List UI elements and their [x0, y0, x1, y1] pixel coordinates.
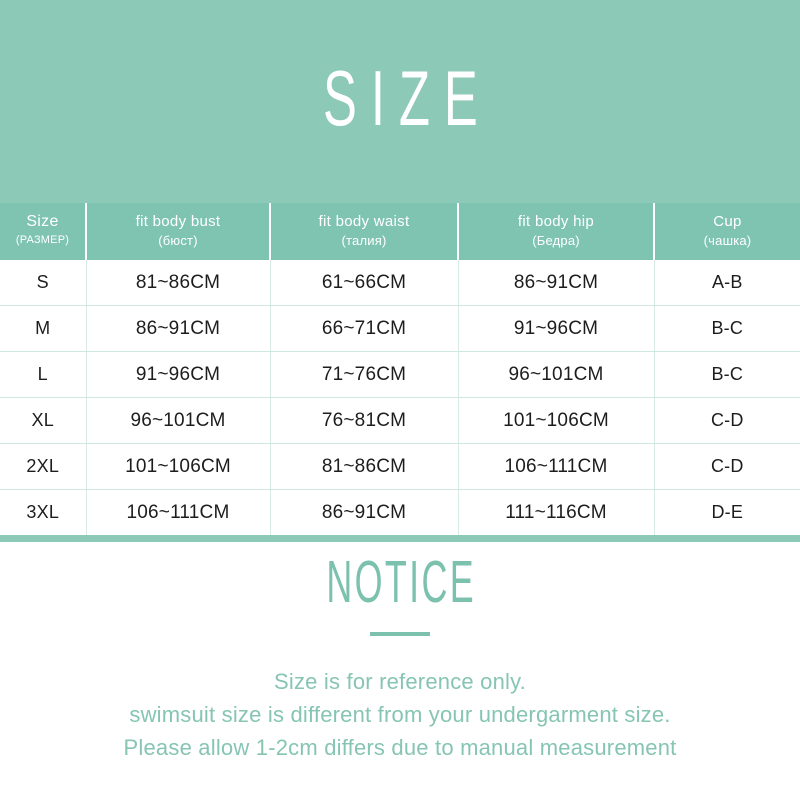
table-row: S 81~86CM 61~66CM 86~91CM A-B [0, 260, 800, 306]
cell-cup: D-E [654, 489, 800, 535]
table-row: L 91~96CM 71~76CM 96~101CM B-C [0, 351, 800, 398]
cell-bust: 96~101CM [86, 397, 271, 444]
cell-hip: 101~106CM [458, 397, 655, 444]
cell-waist: 86~91CM [270, 489, 459, 535]
page-title: SIZE [322, 55, 492, 142]
column-header-waist-main: fit body waist [318, 213, 410, 230]
cell-bust: 101~106CM [86, 443, 271, 490]
table-row: M 86~91CM 66~71CM 91~96CM B-C [0, 305, 800, 352]
column-header-waist-sub: (талия) [341, 233, 387, 248]
column-header-cup-main: Cup [713, 213, 742, 230]
cell-cup: B-C [654, 351, 800, 398]
cell-waist: 66~71CM [270, 305, 459, 352]
column-header-bust-main: fit body bust [135, 213, 221, 230]
table-row: XL 96~101CM 76~81CM 101~106CM C-D [0, 397, 800, 444]
column-header-hip-sub: (Бедра) [532, 233, 580, 248]
table-row: 2XL 101~106CM 81~86CM 106~111CM C-D [0, 443, 800, 490]
table-row: 3XL 106~111CM 86~91CM 111~116CM D-E [0, 489, 800, 535]
column-header-cup: Cup (чашка) [654, 203, 800, 260]
cell-cup: A-B [654, 260, 800, 306]
cell-waist: 81~86CM [270, 443, 459, 490]
column-header-waist: fit body waist (талия) [270, 203, 459, 260]
notice-text-block: Size is for reference only. swimsuit siz… [0, 665, 800, 764]
cell-bust: 91~96CM [86, 351, 271, 398]
cell-cup: C-D [654, 397, 800, 444]
size-table-header: Size (РАЗМЕР) fit body bust (бюст) fit b… [0, 203, 800, 260]
cell-cup: B-C [654, 305, 800, 352]
cell-hip: 86~91CM [458, 260, 655, 306]
cell-bust: 106~111CM [86, 489, 271, 535]
column-header-hip: fit body hip (Бедра) [458, 203, 655, 260]
size-banner: SIZE [0, 0, 800, 203]
cell-hip: 106~111CM [458, 443, 655, 490]
cell-size: XL [0, 397, 87, 444]
column-header-size-sub: (РАЗМЕР) [15, 234, 70, 246]
column-header-cup-sub: (чашка) [703, 233, 752, 248]
size-table-body: S 81~86CM 61~66CM 86~91CM A-B M 86~91CM … [0, 260, 800, 535]
notice-title: NOTICE [326, 547, 476, 615]
notice-divider [370, 632, 430, 636]
table-bottom-bar [0, 535, 800, 542]
cell-waist: 71~76CM [270, 351, 459, 398]
cell-size: 2XL [0, 443, 87, 490]
notice-line: Please allow 1-2cm differs due to manual… [123, 735, 677, 760]
cell-waist: 76~81CM [270, 397, 459, 444]
notice-line: swimsuit size is different from your und… [129, 702, 671, 727]
size-table-wrapper: Size (РАЗМЕР) fit body bust (бюст) fit b… [0, 203, 800, 542]
column-header-bust: fit body bust (бюст) [86, 203, 271, 260]
cell-cup: C-D [654, 443, 800, 490]
cell-bust: 86~91CM [86, 305, 271, 352]
notice-section: NOTICE Size is for reference only. swims… [0, 523, 800, 764]
cell-hip: 111~116CM [458, 489, 655, 535]
cell-size: S [0, 260, 87, 306]
column-header-hip-main: fit body hip [517, 213, 595, 230]
cell-size: 3XL [0, 489, 87, 535]
cell-bust: 81~86CM [86, 260, 271, 306]
table-header-row: Size (РАЗМЕР) fit body bust (бюст) fit b… [0, 203, 800, 260]
size-table: Size (РАЗМЕР) fit body bust (бюст) fit b… [0, 203, 800, 535]
column-header-bust-sub: (бюст) [158, 233, 198, 248]
notice-line: Size is for reference only. [274, 669, 526, 694]
cell-hip: 96~101CM [458, 351, 655, 398]
cell-size: M [0, 305, 87, 352]
cell-hip: 91~96CM [458, 305, 655, 352]
column-header-size: Size (РАЗМЕР) [0, 203, 87, 260]
cell-size: L [0, 351, 87, 398]
cell-waist: 61~66CM [270, 260, 459, 306]
column-header-size-main: Size [26, 213, 59, 230]
